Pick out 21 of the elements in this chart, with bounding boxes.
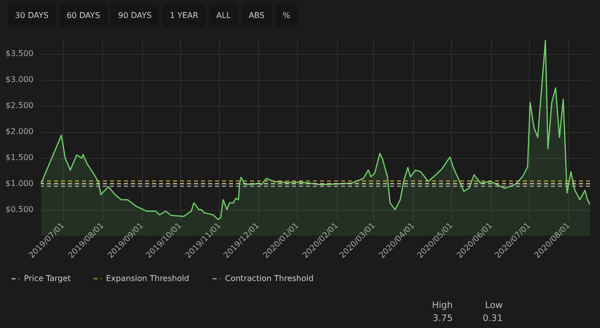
text: Low bbox=[485, 301, 503, 311]
legend-label: Price Target bbox=[24, 274, 71, 283]
y-tick-label: $3.000 bbox=[6, 75, 34, 84]
text: 90 DAYS bbox=[111, 4, 159, 27]
legend-label: Expansion Threshold bbox=[106, 274, 190, 283]
y-tick-label: $2.000 bbox=[6, 127, 34, 136]
text: ABS bbox=[242, 4, 272, 27]
text: 1 YEAR bbox=[162, 4, 206, 27]
y-tick-label: $0.500 bbox=[6, 205, 34, 214]
legend-label: Contraction Threshold bbox=[225, 274, 314, 283]
text: 60 DAYS bbox=[60, 4, 108, 27]
text: High bbox=[432, 301, 453, 311]
text: 0.31 bbox=[482, 314, 503, 324]
y-tick-label: $1.000 bbox=[6, 179, 34, 188]
y-tick-label: $2.500 bbox=[6, 101, 34, 110]
text: % bbox=[276, 4, 298, 27]
text: ALL bbox=[209, 4, 238, 27]
text: 30 DAYS bbox=[8, 4, 56, 27]
text: 3.75 bbox=[432, 314, 453, 324]
y-tick-label: $3.500 bbox=[6, 49, 34, 58]
y-tick-label: $1.500 bbox=[6, 153, 34, 162]
